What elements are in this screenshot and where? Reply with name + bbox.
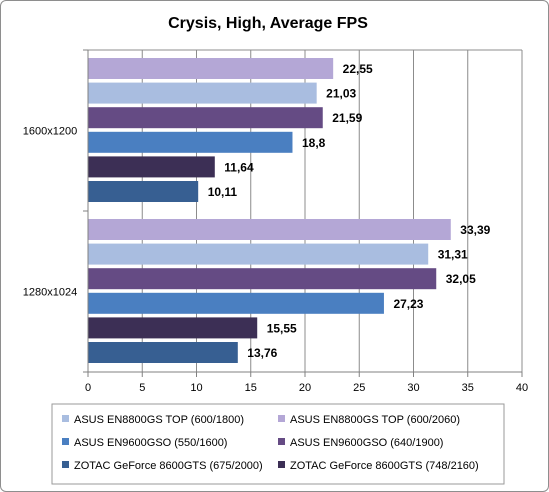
legend-label: ASUS EN8800GS TOP (600/2060) bbox=[290, 414, 460, 426]
plot-area: 0 5 10 15 20 25 30 35 40 1600x1200 22,55 21,03 21,59… bbox=[23, 49, 528, 394]
data-label: 22,55 bbox=[343, 62, 373, 76]
legend-label: ZOTAC GeForce 8600GTS (675/2000) bbox=[74, 460, 263, 472]
legend: ASUS EN8800GS TOP (600/1800) ASUS EN8800G… bbox=[51, 403, 505, 485]
x-tick-label: 35 bbox=[462, 382, 474, 394]
legend-label: ASUS EN8800GS TOP (600/1800) bbox=[74, 414, 244, 426]
legend-label: ASUS EN9600GSO (640/1900) bbox=[290, 437, 443, 449]
x-tick-label: 40 bbox=[516, 382, 528, 394]
legend-swatch bbox=[278, 438, 285, 445]
chart-title: Crysis, High, Average FPS bbox=[168, 15, 368, 32]
x-tick-label: 0 bbox=[85, 382, 91, 394]
data-label: 11,64 bbox=[224, 160, 254, 174]
bar bbox=[88, 82, 317, 104]
legend-label: ASUS EN9600GSO (550/1600) bbox=[74, 437, 227, 449]
bar bbox=[88, 131, 293, 153]
legend-swatch bbox=[62, 461, 69, 468]
x-tick-label: 25 bbox=[353, 382, 365, 394]
bar bbox=[88, 243, 429, 265]
bar bbox=[88, 292, 384, 314]
bar bbox=[88, 268, 437, 290]
x-tick-label: 15 bbox=[245, 382, 257, 394]
data-label: 21,03 bbox=[326, 87, 356, 101]
legend-swatch bbox=[62, 415, 69, 422]
bar bbox=[88, 219, 451, 240]
x-tick-label: 30 bbox=[407, 382, 419, 394]
bar bbox=[88, 156, 215, 178]
data-label: 18,8 bbox=[302, 136, 326, 150]
legend-label: ZOTAC GeForce 8600GTS (748/2160) bbox=[290, 460, 479, 472]
data-label: 13,76 bbox=[247, 346, 277, 360]
y-category-label: 1600x1200 bbox=[23, 126, 77, 138]
legend-swatch bbox=[278, 461, 285, 468]
data-label: 21,59 bbox=[332, 111, 362, 125]
y-category-label: 1280x1024 bbox=[23, 287, 77, 299]
bar bbox=[88, 58, 334, 79]
legend-swatch bbox=[62, 438, 69, 445]
bar bbox=[88, 107, 323, 129]
data-label: 15,55 bbox=[267, 321, 297, 335]
bar bbox=[88, 181, 199, 202]
data-label: 33,39 bbox=[460, 223, 490, 237]
data-label: 27,23 bbox=[393, 297, 423, 311]
bar bbox=[88, 317, 258, 339]
x-tick-label: 10 bbox=[190, 382, 202, 394]
x-tick-label: 20 bbox=[299, 382, 311, 394]
legend-swatch bbox=[278, 415, 285, 422]
data-label: 10,11 bbox=[208, 185, 238, 199]
data-label: 32,05 bbox=[446, 272, 476, 286]
data-label: 31,31 bbox=[438, 248, 468, 262]
bar bbox=[88, 342, 238, 363]
x-tick-label: 5 bbox=[139, 382, 145, 394]
